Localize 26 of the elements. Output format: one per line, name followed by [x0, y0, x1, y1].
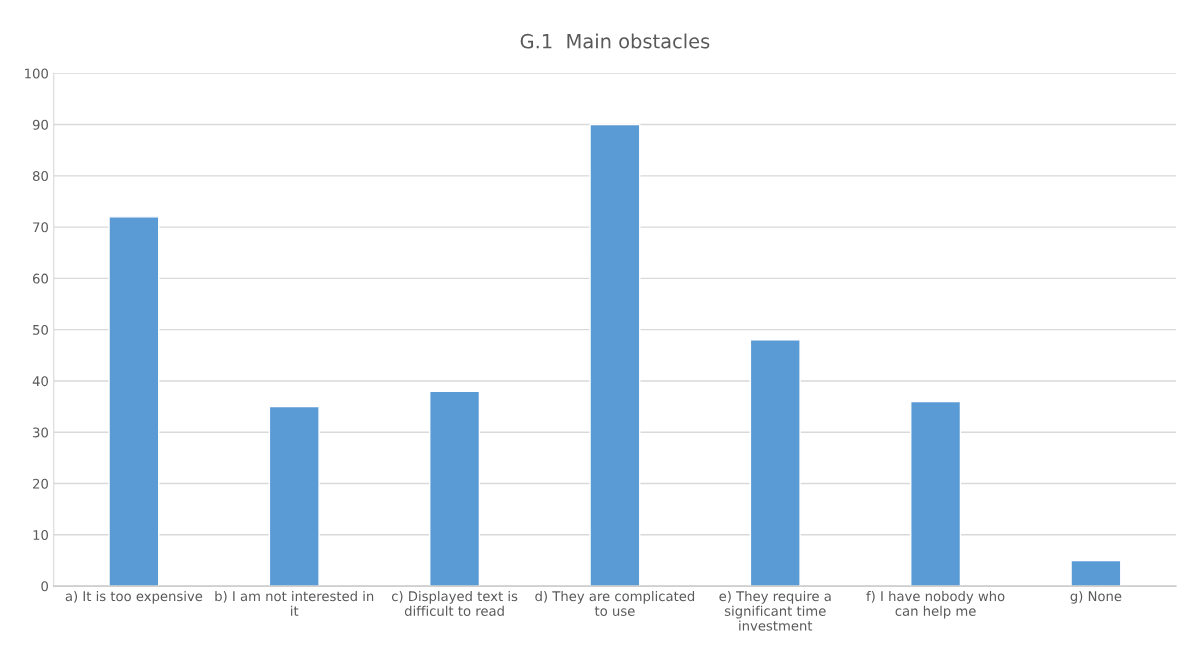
- x-tick-label: d) They are complicated to use: [535, 590, 695, 616]
- x-tick-label: f) I have nobody who can help me: [866, 590, 1005, 619]
- x-tick-label: e) They require a significant time investment: [719, 590, 831, 631]
- bar: [749, 339, 801, 587]
- bar: [268, 405, 320, 587]
- y-tick-label: 80: [32, 171, 48, 182]
- bar: [589, 123, 641, 587]
- x-tick-label: g) None: [1070, 590, 1122, 604]
- x-tick-label: c) Displayed text is difficult to read: [391, 590, 518, 616]
- y-tick-label: 20: [33, 478, 48, 489]
- x-tick-label: a) It is too expensive: [65, 590, 203, 604]
- bar: [910, 400, 962, 587]
- y-tick-label: 0: [41, 581, 48, 592]
- bar: [108, 216, 160, 587]
- x-tick-label: b) I am not interested in it: [215, 590, 374, 616]
- y-tick-label: 10: [33, 530, 48, 540]
- bar: [429, 390, 481, 587]
- y-tick-label: 30: [33, 427, 48, 438]
- y-tick-label: 70: [33, 222, 48, 233]
- chart-title: G.1 Main obstacles: [520, 33, 710, 49]
- y-tick-label: 60: [33, 273, 48, 284]
- y-tick-label: 40: [32, 376, 48, 387]
- y-tick-label: 90: [32, 119, 48, 130]
- bar: [1070, 559, 1122, 587]
- y-tick-label: 50: [33, 324, 48, 335]
- y-tick-label: 100: [25, 68, 48, 79]
